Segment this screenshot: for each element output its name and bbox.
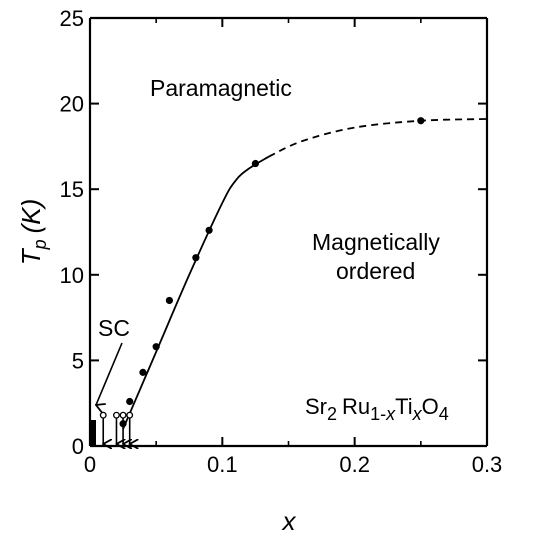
data-point-7 — [251, 159, 260, 168]
x-tick-label-0: 0 — [84, 452, 96, 477]
sc-open-circle-3 — [126, 411, 134, 419]
formula-ru-sub-var: x — [385, 404, 396, 424]
tick-marks — [89, 17, 488, 447]
data-point-2 — [139, 368, 147, 376]
sc-arrows — [99, 411, 134, 444]
sc-open-circle-1 — [113, 411, 120, 419]
y-axis-label: Tp (K) — [16, 199, 50, 266]
ordered-label: ordered — [336, 258, 415, 284]
data-point-5 — [192, 254, 200, 262]
formula-o-sub: 4 — [439, 404, 449, 424]
data-point-3 — [152, 343, 160, 351]
x-tick-label-0.1: 0.1 — [207, 452, 238, 477]
magnetically-label: Magnetically — [312, 229, 440, 255]
y-tick-label-25: 25 — [60, 6, 84, 31]
formula-ti: Ti — [395, 394, 413, 419]
x-tick-label-0.2: 0.2 — [339, 452, 370, 477]
data-point-4 — [165, 296, 173, 305]
formula-ru-sub: 1- — [370, 404, 386, 424]
paramagnetic-label: Paramagnetic — [150, 75, 292, 101]
formula-ru: Ru — [342, 394, 370, 419]
sc-bar — [90, 420, 96, 446]
phase-boundary-dashed — [268, 118, 488, 158]
x-axis-label: x — [281, 506, 297, 536]
sc-open-circle-2 — [119, 411, 127, 419]
sc-pointer-arrow — [96, 342, 123, 405]
formula-ti-sub: x — [412, 404, 423, 424]
y-axis-subscript: p — [30, 239, 50, 250]
y-axis-unit: (K) — [16, 199, 46, 234]
y-tick-label-5: 5 — [72, 348, 84, 373]
tick-labels: 0 0.1 0.2 0.3 0 5 10 15 20 25 — [60, 6, 503, 477]
data-point-6 — [205, 226, 213, 234]
sc-open-circle-0 — [99, 411, 107, 419]
sc-label: SC — [98, 315, 130, 341]
y-tick-label-20: 20 — [60, 92, 84, 117]
data-point-8 — [417, 117, 425, 125]
formula-sr: Sr — [305, 394, 327, 419]
x-tick-label-0.3: 0.3 — [472, 452, 503, 477]
phase-boundary-solid — [122, 155, 270, 430]
sc-region — [90, 420, 96, 446]
y-tick-label-15: 15 — [60, 177, 84, 202]
y-tick-label-10: 10 — [60, 263, 84, 288]
formula-o: O — [422, 394, 439, 419]
formula-sr-sub: 2 — [327, 404, 337, 424]
y-tick-label-0: 0 — [72, 434, 84, 459]
y-axis-symbol: T — [16, 247, 46, 265]
data-point-1 — [126, 397, 134, 406]
compound-formula: Sr2 Ru1-xTixO4 — [305, 394, 449, 424]
